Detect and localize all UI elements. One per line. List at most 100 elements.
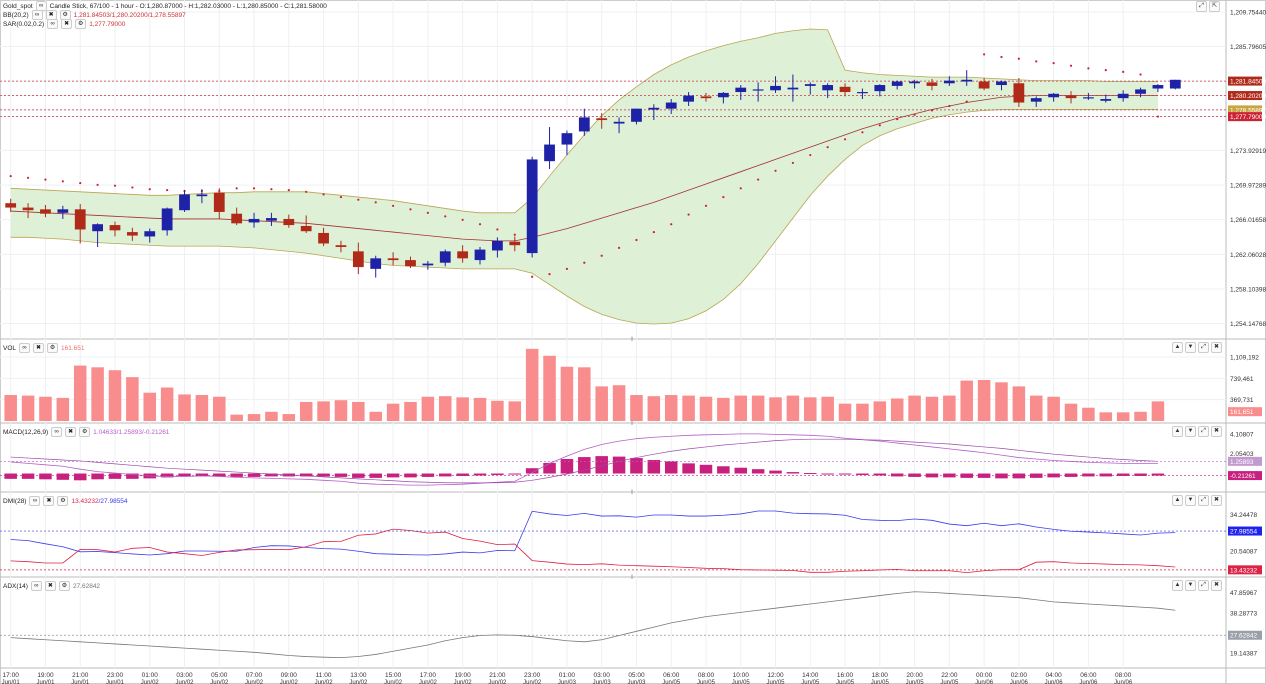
sar-dot (983, 53, 986, 56)
sar-dot (548, 273, 551, 276)
volume-bar (699, 396, 713, 421)
sar-dot (1122, 70, 1125, 73)
macd-axis-label: 2.05403 (1230, 451, 1254, 458)
dmi-panel-controls: ▲ ▼ ⤢ ✖ (1172, 495, 1222, 506)
price-label-box (1228, 76, 1262, 86)
macd-histogram-bar (751, 469, 765, 474)
time-axis-label: 03:00 (176, 672, 193, 679)
date-axis-label: Jun/02 (488, 680, 507, 684)
volume-bar (960, 380, 973, 421)
macd-histogram-bar (265, 473, 278, 477)
candle-body (492, 240, 503, 251)
vol-up-icon[interactable]: ▲ (1172, 342, 1183, 353)
expand-icon[interactable]: ⤢ (1196, 1, 1207, 12)
macd-label-box (1228, 471, 1262, 481)
dmi-gear-icon[interactable]: ⚙ (57, 496, 69, 506)
macd-histogram-bar (369, 473, 382, 478)
maximize-icon[interactable]: ⇱ (1209, 1, 1220, 12)
candle-body (57, 209, 69, 213)
macd-down-icon[interactable]: ▼ (1185, 426, 1196, 437)
adx-axis-label: 47.85967 (1230, 590, 1257, 597)
candle-body (926, 82, 938, 86)
macd-histogram-bar (178, 473, 191, 477)
adx-expand-icon[interactable]: ⤢ (1198, 580, 1209, 591)
sar-gear-icon[interactable]: ⚙ (75, 19, 87, 29)
adx-up-icon[interactable]: ▲ (1172, 580, 1183, 591)
macd-histogram-bar (960, 473, 973, 478)
macd-histogram-bar (804, 473, 817, 475)
time-axis-label: 21:00 (72, 672, 89, 679)
macd-close-panel-icon[interactable]: ✖ (1211, 426, 1222, 437)
vol-axis-label: 739,461 (1230, 376, 1254, 383)
macd-histogram-bar (734, 467, 748, 474)
vol-expand-icon[interactable]: ⤢ (1198, 342, 1209, 353)
vol-close-icon[interactable]: ✖ (33, 343, 45, 353)
adx-close-icon[interactable]: ✖ (44, 581, 56, 591)
sar-dot (26, 176, 30, 179)
sar-label: SAR(0.02,0.2) (3, 20, 45, 28)
adx-link-icon[interactable]: ∞ (30, 581, 42, 591)
dmi-down-icon[interactable]: ▼ (1185, 495, 1196, 506)
dmi-close-icon[interactable]: ✖ (43, 496, 55, 506)
dmi-link-icon[interactable]: ∞ (29, 496, 41, 506)
macd-histogram-bar (925, 473, 939, 478)
macd-histogram-bar (108, 473, 122, 479)
macd-histogram-bar (682, 463, 695, 474)
price-label-box (1228, 105, 1262, 115)
dmi-expand-icon[interactable]: ⤢ (1198, 495, 1209, 506)
macd-link-icon[interactable]: ∞ (51, 427, 63, 437)
macd-close-icon[interactable]: ✖ (65, 427, 77, 437)
adx-gear-icon[interactable]: ⚙ (58, 581, 70, 591)
dmi-close-panel-icon[interactable]: ✖ (1211, 495, 1222, 506)
adx-panel-controls: ▲ ▼ ⤢ ✖ (1172, 580, 1222, 591)
candle-body (1083, 97, 1094, 99)
macd-histogram-bar (508, 473, 522, 475)
candle-body (544, 144, 555, 162)
adx-close-panel-icon[interactable]: ✖ (1211, 580, 1222, 591)
vol-close-panel-icon[interactable]: ✖ (1211, 342, 1222, 353)
macd-up-icon[interactable]: ▲ (1172, 426, 1183, 437)
volume-bar (456, 397, 469, 421)
dmi-resize-handle[interactable]: ‖ (631, 490, 634, 496)
adx-down-icon[interactable]: ▼ (1185, 580, 1196, 591)
adx-value: 27.62842 (72, 582, 101, 590)
sar-dot (478, 223, 482, 226)
candle-body (213, 192, 225, 212)
sar-close-icon[interactable]: ✖ (61, 19, 73, 29)
sar-dot (166, 188, 169, 192)
dmi-up-icon[interactable]: ▲ (1172, 495, 1183, 506)
candle-body (109, 225, 121, 231)
vol-down-icon[interactable]: ▼ (1185, 342, 1196, 353)
vol-panel-header: VOL ∞ ✖ ⚙ 161.651 (3, 343, 85, 353)
macd-histogram-bar (699, 464, 713, 474)
candle-body (5, 203, 17, 208)
volume-bar (508, 401, 522, 421)
adx-label-box (1228, 630, 1262, 640)
sar-dot (687, 213, 690, 216)
volume-bar (751, 395, 765, 421)
macd-histogram-bar (247, 473, 261, 477)
macd-gear-icon[interactable]: ⚙ (79, 427, 91, 437)
time-axis-label: 02:00 (1011, 672, 1028, 679)
sar-dot (774, 169, 777, 172)
sar-dot (1017, 57, 1020, 60)
macd-axis-label: 4.10807 (1230, 431, 1254, 438)
sar-dot (1139, 73, 1142, 76)
volume-bar (873, 401, 887, 421)
vol-gear-icon[interactable]: ⚙ (47, 343, 59, 353)
adx-resize-handle[interactable]: ‖ (631, 575, 634, 581)
volume-bar (265, 411, 278, 421)
sar-link-icon[interactable]: ∞ (47, 19, 59, 29)
date-axis-label: Jun/02 (419, 680, 438, 684)
volume-bar (247, 414, 261, 421)
bb-link-icon[interactable]: ∞ (31, 10, 43, 20)
vol-resize-handle[interactable]: ‖ (631, 337, 634, 343)
adx-line (10, 591, 1176, 658)
macd-expand-icon[interactable]: ⤢ (1198, 426, 1209, 437)
volume-bar (143, 392, 157, 421)
date-axis-label: Jun/06 (1079, 680, 1098, 684)
macd-resize-handle[interactable]: ‖ (631, 421, 634, 427)
candle-body (74, 209, 86, 230)
candle-body (613, 121, 625, 124)
vol-link-icon[interactable]: ∞ (19, 343, 31, 353)
